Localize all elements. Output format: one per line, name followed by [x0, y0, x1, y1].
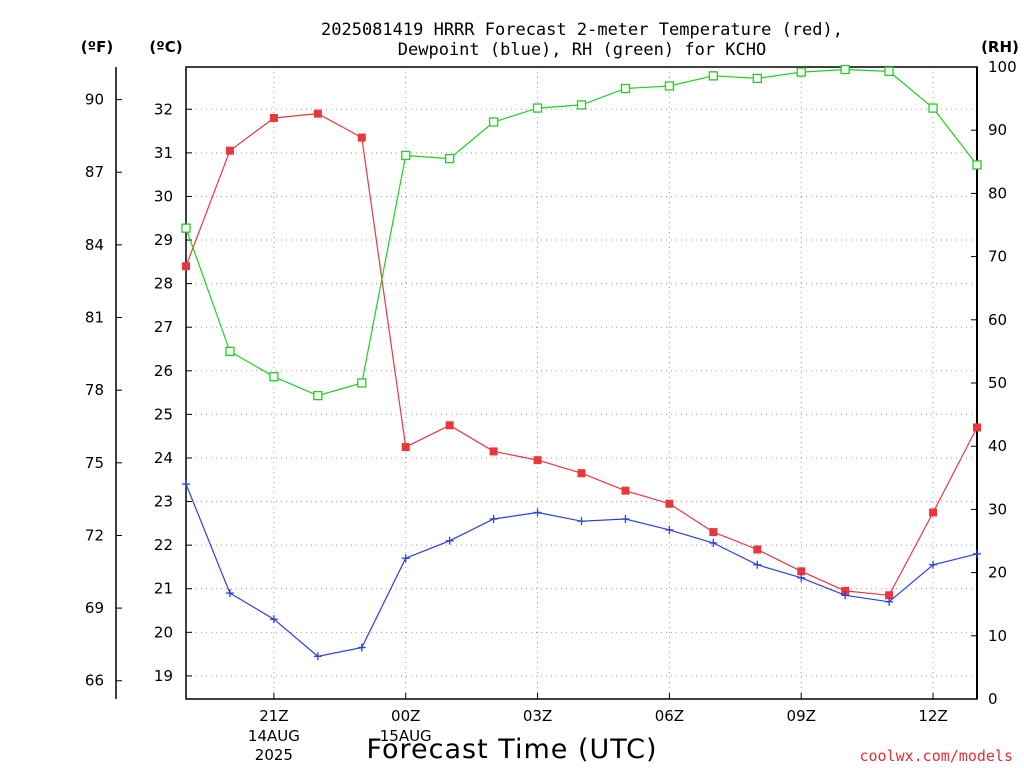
temperature-point: [797, 567, 806, 576]
rh-unit-label: (RH): [981, 38, 1019, 56]
fahrenheit-tick-label: 78: [85, 381, 104, 399]
temperature-point: [489, 447, 498, 456]
temperature-point: [577, 469, 586, 478]
rh-tick-label: 50: [988, 374, 1007, 392]
series-temperature: [182, 109, 981, 600]
rh-tick-label: 0: [988, 690, 998, 708]
rh-tick-label: 40: [988, 437, 1007, 455]
rh-tick-label: 60: [988, 311, 1007, 329]
x-tick-label: 12Z: [918, 707, 947, 725]
rh-point: [313, 390, 323, 401]
plot-area-frame: [185, 66, 978, 700]
fahrenheit-tick-label: 90: [85, 91, 104, 109]
temperature-point: [929, 508, 938, 517]
fahrenheit-tick-label: 66: [85, 672, 104, 690]
rh-point: [884, 66, 894, 77]
fahrenheit-tick-label: 87: [85, 163, 104, 181]
fahrenheit-tick-label: 69: [85, 599, 104, 617]
celsius-unit-label: (ºC): [149, 38, 182, 56]
rh-tick-label: 100: [988, 58, 1017, 76]
celsius-tick-label: 27: [154, 318, 173, 336]
celsius-tick-label: 31: [154, 144, 173, 162]
rh-point: [532, 103, 543, 113]
rh-tick-label: 70: [988, 248, 1007, 266]
celsius-tick-label: 32: [154, 100, 173, 118]
x-tick-date: 14AUG: [248, 727, 300, 745]
temperature-point: [313, 109, 322, 118]
celsius-tick-label: 23: [154, 493, 173, 511]
temperature-point: [709, 528, 718, 537]
rh-point: [488, 117, 499, 127]
rh-point: [357, 378, 367, 388]
fahrenheit-tick-label: 81: [85, 309, 104, 327]
rh-point: [401, 150, 411, 161]
fahrenheit-unit-label: (ºF): [81, 38, 113, 56]
rh-tick-label: 10: [988, 627, 1007, 645]
grid-lines: [186, 67, 977, 699]
temperature-point: [973, 423, 981, 432]
rh-point: [445, 153, 455, 164]
data-series: [181, 64, 982, 661]
celsius-tick-label: 19: [154, 667, 173, 685]
celsius-tick-label: 26: [154, 362, 173, 380]
series-line: [185, 68, 978, 397]
x-tick-label: 21Z: [259, 707, 288, 725]
temperature-point: [445, 421, 454, 430]
celsius-tick-label: 25: [154, 405, 173, 423]
rh-tick-label: 80: [988, 184, 1007, 202]
celsius-tick-label: 22: [154, 536, 173, 554]
celsius-tick-label: 21: [154, 580, 173, 598]
rh-point: [840, 64, 850, 75]
series-rh: [181, 64, 982, 401]
x-tick-label: 00Z: [391, 707, 420, 725]
temperature-point: [753, 545, 762, 554]
celsius-tick-label: 30: [154, 187, 173, 205]
rh-point: [708, 71, 718, 81]
credit-text: coolwx.com/models: [859, 747, 1013, 765]
temperature-point: [841, 586, 850, 595]
temperature-point: [182, 262, 190, 271]
series-dewpoint: [182, 480, 981, 661]
temperature-point: [621, 486, 630, 495]
temperature-point: [533, 456, 542, 465]
temperature-point: [357, 133, 366, 142]
rh-tick-label: 90: [988, 121, 1007, 139]
rh-point: [664, 81, 675, 91]
x-tick-year: 2025: [255, 746, 293, 764]
fahrenheit-tick-label: 84: [85, 236, 104, 254]
rh-point: [576, 100, 587, 110]
temperature-point: [665, 499, 674, 508]
fahrenheit-tick-label: 72: [85, 526, 104, 544]
x-tick-label: 06Z: [655, 707, 684, 725]
x-tick-date: 15AUG: [380, 727, 432, 745]
series-line: [185, 483, 978, 657]
rh-point: [225, 346, 235, 357]
rh-tick-label: 20: [988, 564, 1007, 582]
temperature-point: [401, 443, 410, 452]
x-tick-label: 03Z: [523, 707, 552, 725]
fahrenheit-tick-label: 75: [85, 454, 104, 472]
rh-point: [269, 372, 279, 382]
celsius-tick-label: 20: [154, 623, 173, 641]
axis-ticks: 19 20 21 22 23 24 25 26 27 28 29 30 31 32 66 69 72 75 78 81…: [85, 58, 1017, 764]
rh-point: [972, 160, 982, 170]
celsius-tick-label: 29: [154, 231, 173, 249]
rh-tick-label: 30: [988, 500, 1007, 518]
celsius-tick-label: 28: [154, 275, 173, 293]
chart-title-line2: Dewpoint (blue), RH (green) for KCHO: [398, 40, 766, 60]
x-axis-label: Forecast Time (UTC): [366, 734, 657, 765]
rh-point: [620, 83, 631, 94]
rh-point: [928, 103, 938, 113]
rh-point: [752, 73, 762, 84]
chart-title-line1: 2025081419 HRRR Forecast 2-meter Tempera…: [321, 20, 843, 40]
rh-point: [181, 223, 191, 233]
temperature-point: [269, 113, 278, 122]
temperature-point: [885, 591, 894, 600]
x-tick-label: 09Z: [787, 707, 816, 725]
celsius-tick-label: 24: [154, 449, 173, 467]
temperature-point: [225, 146, 234, 155]
rh-point: [796, 67, 806, 77]
